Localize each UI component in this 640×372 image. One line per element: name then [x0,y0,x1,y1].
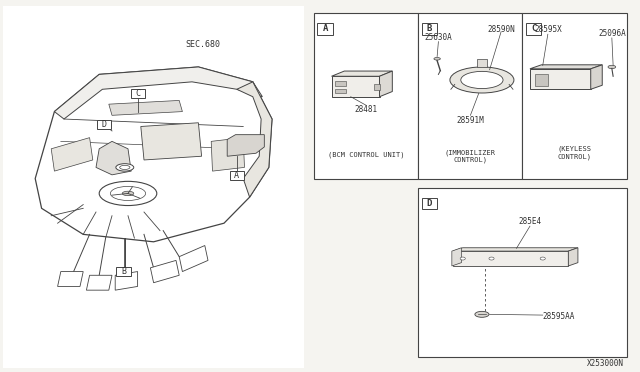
Bar [97,120,111,129]
Polygon shape [141,123,202,160]
Bar [526,23,541,35]
Bar [418,188,627,357]
Polygon shape [332,76,380,97]
Ellipse shape [116,164,134,171]
Bar [116,267,131,276]
Polygon shape [453,248,578,251]
Ellipse shape [111,186,146,201]
Text: (BCM CONTROL UNIT): (BCM CONTROL UNIT) [328,151,404,158]
Text: D: D [101,120,106,129]
Ellipse shape [460,257,465,260]
Text: C: C [531,24,536,33]
Bar [422,23,437,35]
Polygon shape [530,69,591,89]
Polygon shape [96,141,131,175]
Text: B: B [121,267,126,276]
Text: 28591M: 28591M [456,116,484,125]
Polygon shape [54,67,262,119]
Text: 25630A: 25630A [424,33,452,42]
Text: C: C [135,89,140,98]
Bar [335,89,346,93]
Polygon shape [530,65,602,69]
Text: B: B [427,24,432,33]
Text: A: A [323,24,328,33]
Polygon shape [115,272,138,290]
Text: A: A [234,171,239,180]
Bar [418,13,522,179]
Bar [522,13,627,179]
Ellipse shape [540,257,545,260]
Ellipse shape [461,71,503,89]
Polygon shape [211,138,244,171]
Polygon shape [591,65,602,89]
Polygon shape [453,251,568,266]
Polygon shape [380,71,392,97]
Polygon shape [35,67,272,242]
Ellipse shape [608,65,616,68]
Text: 285E4: 285E4 [518,217,541,226]
Ellipse shape [475,311,489,317]
Text: X253000N: X253000N [587,359,624,368]
Polygon shape [332,71,392,76]
Ellipse shape [434,57,440,60]
Bar [374,84,380,90]
Polygon shape [109,100,182,115]
Text: D: D [427,199,432,208]
Bar [3,6,304,368]
Polygon shape [58,272,83,286]
Text: SEC.680: SEC.680 [186,40,221,49]
Text: (KEYLESS
CONTROL): (KEYLESS CONTROL) [557,145,591,160]
Polygon shape [150,260,179,283]
Polygon shape [568,248,578,266]
Bar [230,171,244,180]
Polygon shape [179,246,208,272]
Ellipse shape [450,67,514,93]
Ellipse shape [122,191,134,196]
Bar [131,89,145,98]
Polygon shape [51,138,93,171]
Text: 25096A: 25096A [598,29,626,38]
Polygon shape [227,135,264,156]
Bar [335,81,346,86]
Text: (IMMOBILIZER
CONTROL): (IMMOBILIZER CONTROL) [445,149,495,163]
Ellipse shape [120,165,130,169]
Polygon shape [237,82,272,197]
Text: 28595X: 28595X [534,25,562,34]
Bar [422,198,437,209]
Bar [477,59,487,67]
Bar [314,13,418,179]
Bar [535,74,548,86]
Polygon shape [86,275,112,290]
Ellipse shape [489,257,494,260]
Text: 28595AA: 28595AA [543,312,575,321]
Text: 28481: 28481 [355,105,378,114]
Polygon shape [452,248,461,266]
Ellipse shape [99,181,157,205]
Bar [317,23,333,35]
Text: 28590N: 28590N [487,25,515,34]
